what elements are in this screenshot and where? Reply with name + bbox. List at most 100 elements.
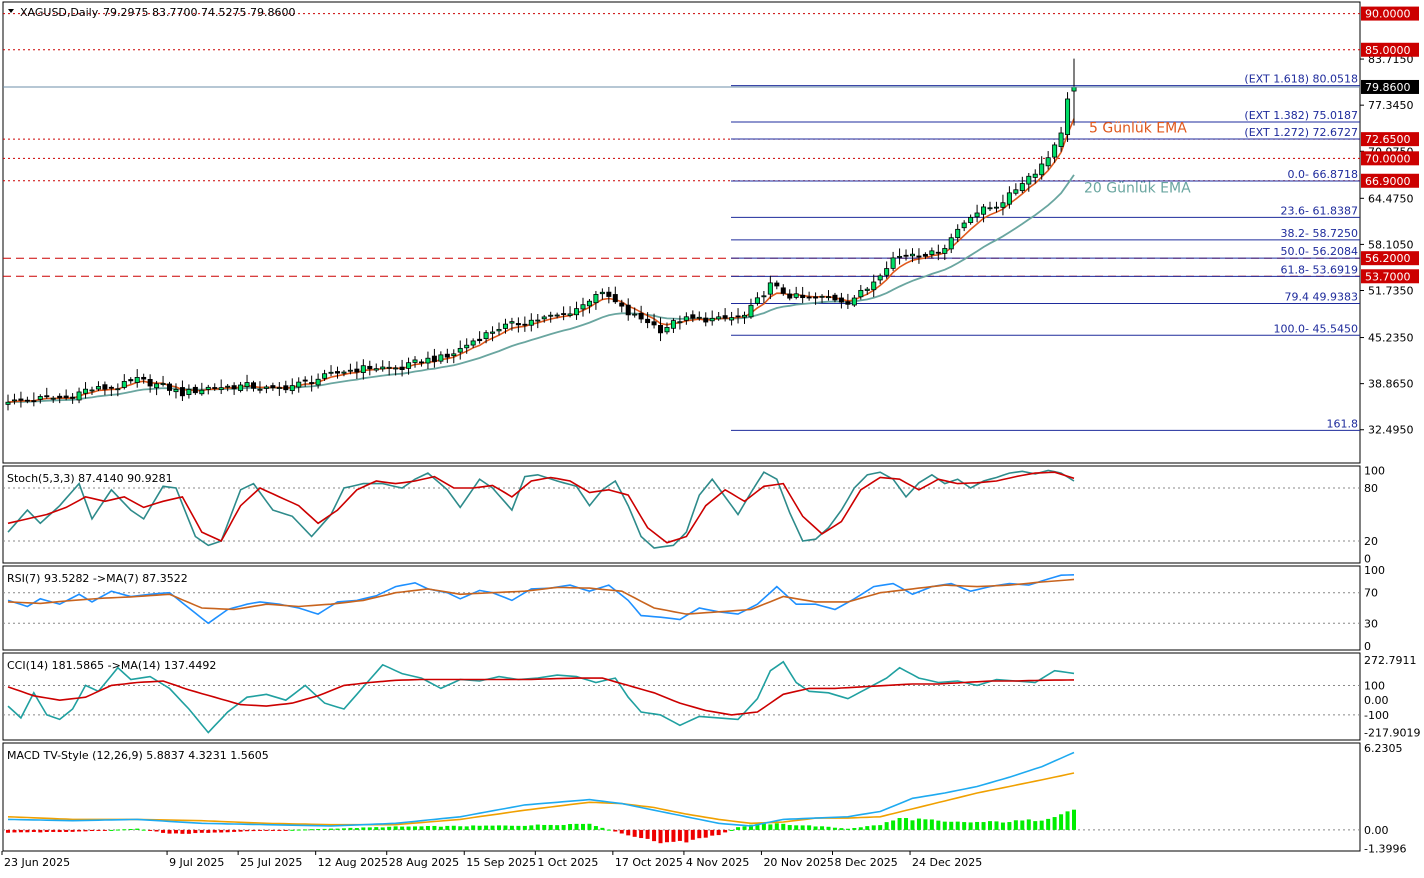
rsi-tick-label: 100 xyxy=(1364,564,1385,577)
candle-body xyxy=(845,301,851,305)
candle xyxy=(302,376,308,387)
cci-tick-label: -217.9019 xyxy=(1364,726,1420,739)
candle xyxy=(199,382,205,396)
candle xyxy=(431,348,437,368)
candle xyxy=(24,396,30,404)
candle xyxy=(412,356,418,368)
cci-tick-label: -100 xyxy=(1364,709,1389,722)
y-tick-label: 64.4750 xyxy=(1368,192,1414,205)
candle-body xyxy=(683,316,689,321)
fib-label: (EXT 1.382) 75.0187 xyxy=(1244,109,1358,122)
level-badge-label: 85.0000 xyxy=(1365,44,1411,57)
macd-hist-bar xyxy=(89,829,94,832)
candle xyxy=(95,381,101,392)
candle xyxy=(651,313,657,329)
candle xyxy=(845,293,851,309)
candle xyxy=(677,315,683,330)
candle-body xyxy=(858,289,864,298)
candle xyxy=(251,380,257,392)
macd-hist-bar xyxy=(619,829,624,834)
macd-hist-bar xyxy=(794,825,799,830)
y-tick-label: 45.2350 xyxy=(1368,332,1414,345)
macd-hist-bar xyxy=(161,829,166,833)
macd-hist-bar xyxy=(83,829,88,832)
level-badge xyxy=(1361,269,1419,284)
candle xyxy=(334,366,340,379)
stochastic-tick-label: 80 xyxy=(1364,482,1378,495)
candle-body xyxy=(1026,175,1032,185)
macd-hist-bar xyxy=(135,828,140,830)
candle-body xyxy=(380,366,386,370)
candle-body xyxy=(1071,86,1077,92)
macd-hist-bar xyxy=(471,825,476,830)
level-badge xyxy=(1361,132,1419,147)
macd-hist-bar xyxy=(807,825,812,830)
macd-hist-bar xyxy=(219,829,224,833)
candle-body xyxy=(1019,183,1025,192)
macd-hist-bar xyxy=(115,829,120,831)
macd-hist-bar xyxy=(626,829,631,836)
candle xyxy=(1032,169,1038,184)
candle xyxy=(851,295,857,307)
y-tick-label: 51.7350 xyxy=(1368,285,1414,298)
candle-body xyxy=(645,318,651,324)
macd-hist-bar xyxy=(419,826,424,830)
macd-hist-bar xyxy=(212,829,217,833)
candle-body xyxy=(974,212,980,218)
candle xyxy=(761,290,767,304)
candle xyxy=(548,311,554,323)
candle xyxy=(787,289,793,301)
ema20-line xyxy=(7,174,1075,404)
candle xyxy=(263,384,269,394)
macd-hist-bar xyxy=(949,821,954,830)
candle xyxy=(574,301,580,320)
candle-body xyxy=(173,388,179,393)
macd-hist-bar xyxy=(51,829,56,832)
candle-body xyxy=(1052,144,1058,158)
candle xyxy=(929,247,935,259)
macd-hist-bar xyxy=(484,825,489,830)
candle xyxy=(134,369,140,388)
level-badge xyxy=(1361,42,1419,57)
macd-hist-bar xyxy=(671,829,676,842)
macd-hist-bar xyxy=(1052,817,1057,830)
candle xyxy=(192,384,198,395)
candle xyxy=(1045,151,1051,170)
macd-hist-bar xyxy=(820,826,825,830)
candle xyxy=(703,312,709,327)
macd-hist-bar xyxy=(916,818,921,830)
macd-hist-bar xyxy=(542,824,547,830)
candle-body xyxy=(412,359,418,363)
candle-body xyxy=(134,376,140,383)
candle-body xyxy=(825,296,831,299)
candle-body xyxy=(225,385,231,388)
candle xyxy=(186,384,192,399)
candle xyxy=(37,394,43,404)
macd-hist-bar xyxy=(697,829,702,839)
candle xyxy=(76,387,82,404)
candle xyxy=(825,290,831,301)
macd-hist-bar xyxy=(516,825,521,830)
candle-body xyxy=(83,388,89,394)
macd-hist-bar xyxy=(839,828,844,830)
candle-body xyxy=(238,384,244,391)
macd-hist-bar xyxy=(316,829,321,831)
macd-hist-bar xyxy=(729,829,734,831)
candle-body xyxy=(1039,163,1045,176)
fib-label: 0.0- 66.8718 xyxy=(1288,168,1358,181)
candle-body xyxy=(406,362,412,369)
macd-hist-bar xyxy=(374,827,379,830)
macd-hist-bar xyxy=(109,829,114,831)
candle-body xyxy=(987,207,993,210)
macd-hist-bar xyxy=(264,829,269,831)
candle-body xyxy=(677,321,683,324)
macd-hist-bar xyxy=(613,829,618,832)
macd-hist-bar xyxy=(96,829,101,831)
macd-hist-bar xyxy=(677,829,682,841)
macd-hist-bar xyxy=(438,826,443,830)
candle xyxy=(218,379,224,394)
candle-body xyxy=(386,366,392,369)
candle xyxy=(360,359,366,380)
